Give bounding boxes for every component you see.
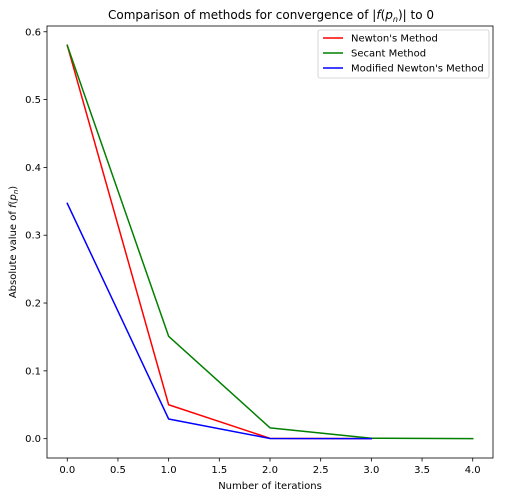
x-tick-label: 3.5	[414, 465, 430, 476]
legend-label-1: Newton's Method	[351, 34, 438, 45]
y-tick-label: 0.5	[25, 95, 41, 106]
x-tick-label: 2.5	[313, 465, 329, 476]
x-tick-label: 3.0	[363, 465, 379, 476]
x-tick-label: 2.0	[262, 465, 278, 476]
legend-label-2: Secant Method	[351, 49, 426, 60]
y-axis-label: Absolute value of f(pn)	[8, 186, 20, 298]
series-line-2	[66, 44, 474, 440]
legend: Newton's Method Secant Method Modified New…	[317, 29, 490, 79]
x-tick-label: 0.5	[110, 465, 126, 476]
y-tick-label: 0.6	[25, 27, 41, 38]
series-layer	[66, 44, 474, 440]
x-tick-label: 1.5	[211, 465, 227, 476]
legend-label-3: Modified Newton's Method	[351, 64, 484, 75]
x-axis-label: Number of iterations	[218, 481, 322, 492]
x-tick-label: 1.0	[161, 465, 177, 476]
y-tick-label: 0.1	[25, 366, 41, 377]
series-line-3	[66, 202, 373, 440]
x-tick-label: 4.0	[465, 465, 481, 476]
chart-title: Comparison of methods for convergence of…	[108, 8, 434, 24]
x-axis: 0.0 0.5 1.0 1.5 2.0 2.5 3.0 3.5 4.0	[59, 458, 481, 476]
y-tick-label: 0.2	[25, 299, 41, 310]
y-axis: 0.0 0.1 0.2 0.3 0.4 0.5 0.6	[25, 27, 47, 445]
x-tick-label: 0.0	[59, 465, 75, 476]
legend-items: Newton's Method Secant Method Modified New…	[323, 34, 484, 75]
legend-box	[317, 29, 490, 79]
y-tick-label: 0.0	[25, 434, 41, 445]
y-tick-label: 0.4	[25, 163, 41, 174]
plot-area	[46, 25, 494, 459]
y-tick-label: 0.3	[25, 231, 41, 242]
